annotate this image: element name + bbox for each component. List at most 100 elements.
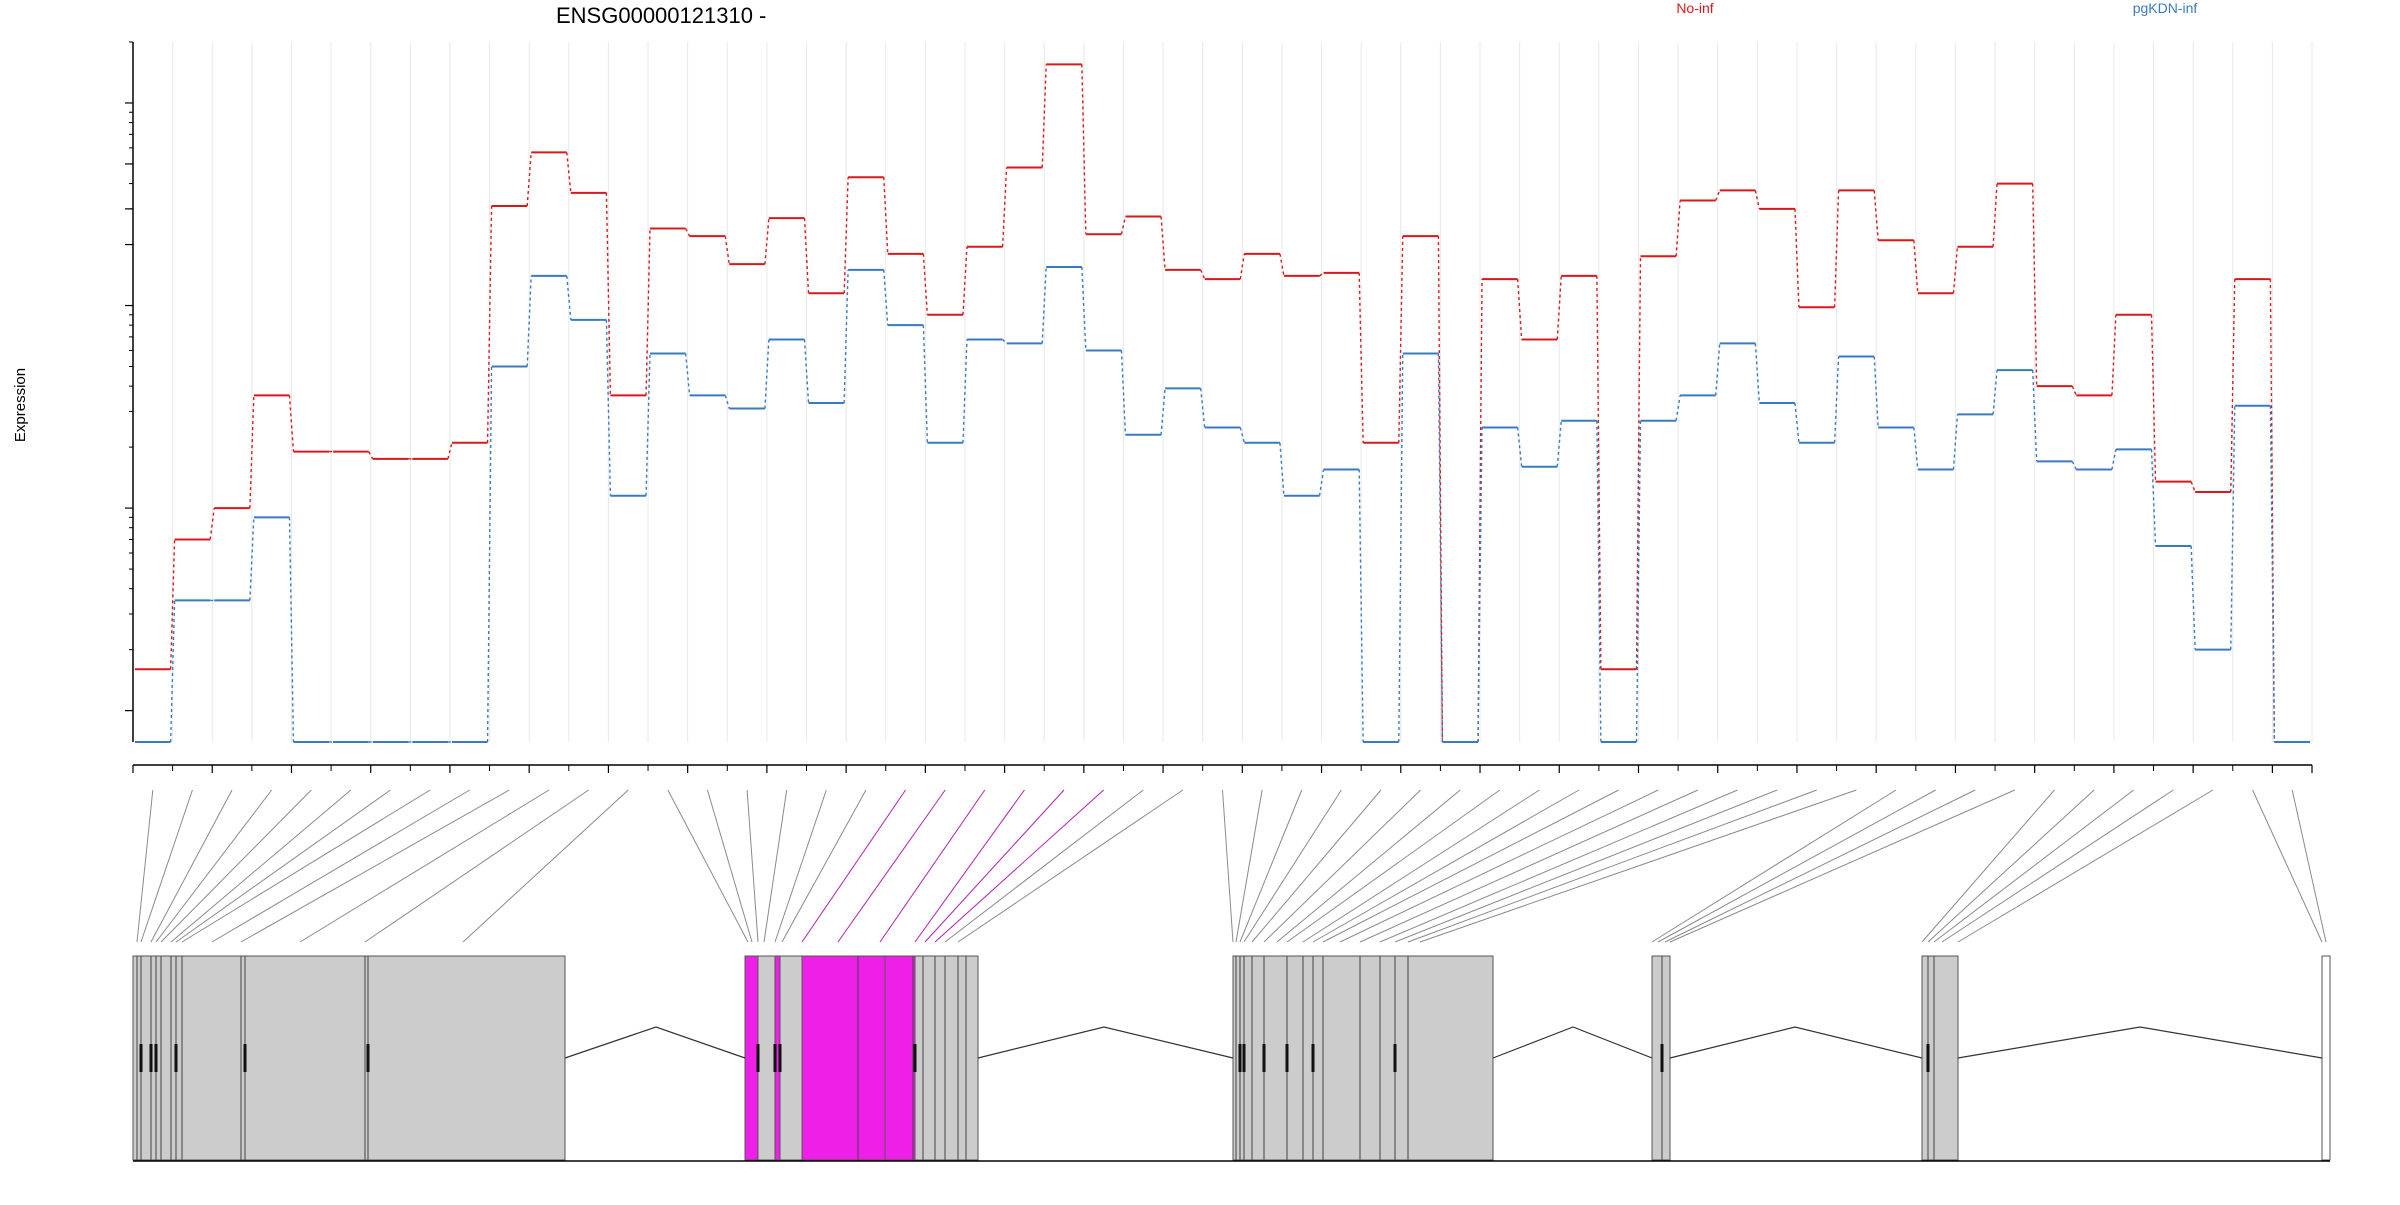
exon-connector: [1379, 789, 1738, 943]
exon-connector: [1921, 789, 2055, 943]
gene-model-layer: [132, 955, 2331, 1162]
exon-connector: [667, 789, 749, 943]
exon-connector: [1394, 789, 1778, 943]
series-step: [1675, 395, 1681, 421]
exon-connector: [1957, 789, 2214, 943]
series-step: [1992, 370, 1998, 415]
exon-connector: [934, 789, 1104, 943]
series-step: [2150, 314, 2157, 482]
intron-line: [1669, 1026, 1923, 1059]
series-step: [447, 442, 453, 460]
series-step: [249, 517, 255, 601]
exon-connector: [879, 789, 986, 943]
exon-connector: [1276, 789, 1461, 943]
series-step: [962, 246, 968, 315]
series-step: [1319, 272, 1324, 277]
exon-connector: [957, 789, 1184, 943]
series-step: [1952, 246, 1959, 294]
axis-layer: [125, 41, 2313, 773]
series-step: [1873, 190, 1879, 241]
series-step: [803, 218, 810, 294]
intron-line: [1957, 1026, 2323, 1059]
series-step: [169, 539, 176, 670]
series-step: [1239, 427, 1245, 443]
series-step: [1279, 253, 1285, 277]
series-step: [1318, 469, 1325, 496]
series-step: [1398, 236, 1404, 443]
series-no-inf: [135, 63, 2310, 743]
series-step: [1081, 64, 1087, 235]
exon-connector: [1927, 789, 2095, 943]
series-step: [486, 366, 493, 743]
exon-connector: [837, 789, 946, 943]
exon-connector: [1941, 789, 2174, 943]
exon-connector: [1239, 789, 1303, 943]
exon-connector: [1235, 789, 1263, 943]
series-step: [1715, 190, 1721, 201]
exon-connector: [1263, 789, 1421, 943]
series-step: [1833, 190, 1840, 308]
series-step: [2190, 545, 2196, 650]
series-step: [1556, 275, 1562, 340]
exon-connector: [1657, 789, 1936, 943]
exon-block: [2321, 955, 2331, 1161]
series-step: [1199, 388, 1206, 428]
series-step: [922, 325, 929, 443]
exon-block: [1232, 955, 1494, 1161]
exon-connector: [801, 789, 906, 943]
series-step: [2111, 314, 2117, 396]
series-step: [1279, 442, 1285, 496]
exon-connector: [364, 789, 589, 943]
series-step: [962, 339, 968, 443]
series-step: [1794, 402, 1800, 443]
exon-connector: [1251, 789, 1382, 943]
series-step: [843, 177, 849, 294]
series-step: [1160, 216, 1166, 270]
series-step: [685, 228, 691, 237]
series-step: [1913, 240, 1919, 294]
exon-connector: [181, 789, 431, 943]
exon-connector: [299, 789, 550, 943]
series-step: [764, 218, 770, 265]
series-step: [2230, 405, 2236, 650]
series-step: [1041, 266, 1047, 344]
connector-layer: [136, 789, 2327, 943]
exon-connector: [1302, 789, 1540, 943]
exon-connector: [155, 789, 273, 943]
series-step: [1358, 272, 1364, 443]
chart-title: ENSG00000121310 -: [556, 3, 766, 28]
series-step: [566, 152, 572, 193]
exon-connector: [160, 789, 312, 943]
series-step: [526, 152, 532, 207]
y-axis-label: Expression: [12, 368, 29, 442]
series-pgkdn-inf: [135, 265, 2310, 743]
series-step: [1556, 420, 1562, 467]
series-step: [1002, 338, 1008, 344]
exon-connector: [462, 789, 629, 943]
grid-layer: [132, 42, 2313, 742]
exon-connector: [781, 789, 867, 943]
series-step: [2150, 449, 2157, 546]
series-step: [843, 269, 849, 404]
series-step: [2190, 481, 2196, 493]
exon-block: [132, 955, 566, 1161]
series-step: [1398, 353, 1404, 743]
exon-connector: [150, 789, 233, 943]
intron-line: [564, 1026, 746, 1059]
exon-connector: [1322, 789, 1619, 943]
series-step: [684, 353, 691, 396]
series-step: [249, 395, 255, 509]
series-step: [1041, 64, 1047, 168]
exon-connector: [1312, 789, 1580, 943]
series-step: [1437, 353, 1444, 743]
exon-connector: [170, 789, 352, 943]
exon-block: [779, 955, 803, 1161]
exon-connector: [1222, 789, 1234, 943]
exon-connector: [914, 789, 1025, 943]
series-step: [1833, 356, 1840, 443]
series-step: [1437, 236, 1444, 743]
highlighted-exon: [801, 955, 886, 1161]
exon-connector: [924, 789, 1065, 943]
intron-line: [1492, 1026, 1653, 1059]
series-step: [605, 192, 612, 396]
